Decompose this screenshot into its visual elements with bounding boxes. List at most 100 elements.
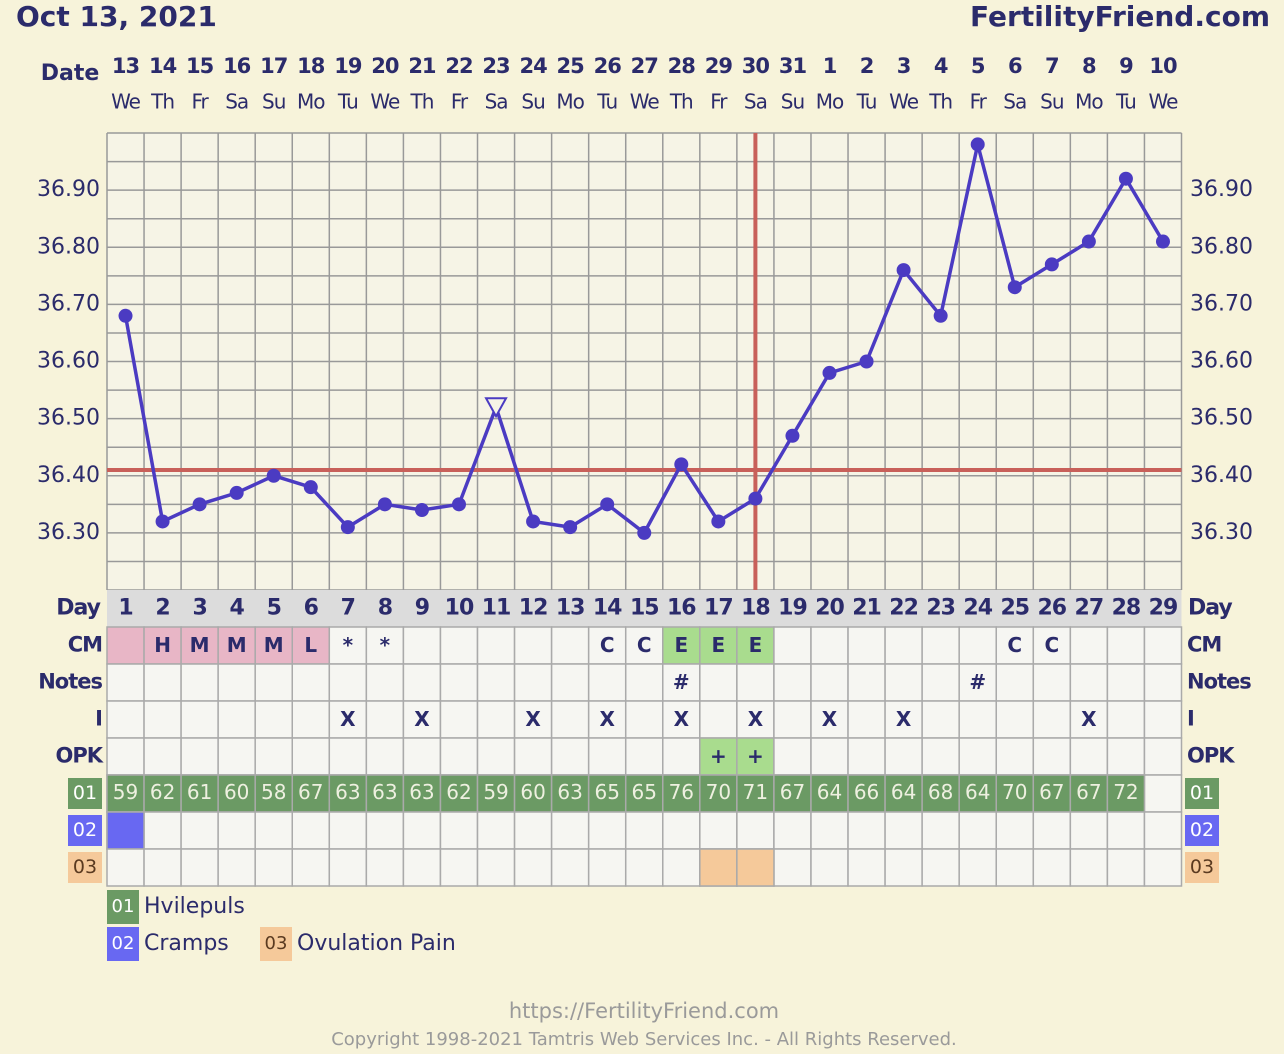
code: 03: [73, 856, 97, 878]
code-right: 03: [1190, 856, 1214, 878]
symptom-value: 60: [224, 780, 249, 804]
cell: [328, 663, 368, 702]
temperature-point: [933, 308, 948, 323]
temperature-point: [266, 468, 281, 483]
symptom-value: 65: [632, 780, 657, 804]
cell: [699, 811, 738, 850]
cell: [513, 811, 553, 850]
date: 5: [971, 54, 985, 78]
y-tick-label: 36.60: [37, 349, 100, 374]
cell: [587, 663, 627, 702]
temperature-point: [229, 485, 244, 500]
cell: [143, 700, 182, 739]
date: 24: [519, 54, 547, 78]
cell: [550, 700, 590, 739]
day-number: 4: [230, 596, 245, 621]
symptom-value: 70: [706, 780, 731, 804]
cell: [1143, 848, 1183, 887]
cell: [439, 737, 479, 776]
temperature-point: [1081, 234, 1096, 249]
day-number: 20: [815, 596, 844, 621]
symptom-cell: [106, 774, 145, 813]
cell: [217, 737, 256, 776]
cell: [1069, 848, 1109, 887]
cell-text: X: [748, 707, 764, 731]
symptom-value: 59: [113, 780, 138, 804]
cell: [921, 737, 960, 776]
cell: [773, 737, 812, 776]
cell: [884, 848, 923, 887]
cell-text: +: [747, 744, 764, 768]
temperature-point: [563, 520, 578, 535]
cell: [328, 626, 368, 665]
cell: [476, 700, 516, 739]
y-tick-label: 36.30: [37, 520, 100, 545]
cell: [254, 848, 294, 887]
cell: [1143, 774, 1183, 813]
day-number: 23: [926, 596, 955, 621]
weekday: Fr: [970, 90, 988, 114]
cell: [662, 848, 701, 887]
cell: [291, 700, 331, 739]
cell: [402, 663, 442, 702]
cell-text: C: [1044, 633, 1059, 657]
cell: [291, 737, 331, 776]
cell: [810, 848, 849, 887]
cell: [847, 848, 886, 887]
temperature-point: [822, 365, 837, 380]
day-number: 22: [889, 596, 918, 621]
date: 23: [482, 54, 509, 78]
date: 1: [823, 54, 837, 78]
cell-text: X: [822, 707, 838, 731]
cell: [587, 848, 627, 887]
cell: [106, 700, 145, 739]
cell-text: E: [749, 633, 763, 657]
day-number: 12: [519, 596, 548, 621]
date: 21: [408, 54, 436, 78]
cell: [995, 848, 1035, 887]
symptom-value: 63: [409, 780, 434, 804]
cell: [365, 700, 405, 739]
cell: [736, 663, 775, 702]
row-label-right: Notes: [1187, 670, 1251, 694]
cell: [1032, 737, 1072, 776]
code-box: [68, 852, 102, 883]
legend-label: Cramps: [144, 931, 229, 956]
cell: [402, 848, 442, 887]
day-number: 11: [482, 596, 511, 621]
cell: [402, 626, 442, 665]
cell: [550, 811, 590, 850]
weekday: Fr: [710, 90, 728, 114]
cell: [958, 626, 997, 665]
cell: [143, 626, 182, 665]
cell: [1143, 663, 1183, 702]
day-number: 15: [630, 596, 659, 621]
cell: [624, 663, 664, 702]
cell: [143, 663, 182, 702]
y-tick-label: 36.50: [37, 406, 100, 431]
symptom-value: 63: [372, 780, 397, 804]
symptom-value: 64: [817, 780, 842, 804]
cell: [513, 626, 553, 665]
cell: [884, 700, 923, 739]
weekday: Su: [262, 90, 285, 114]
cell: [1143, 700, 1183, 739]
cell-text: E: [712, 633, 726, 657]
cell-text: X: [525, 707, 541, 731]
cell: [662, 737, 701, 776]
cell: [180, 848, 219, 887]
day-number: 17: [704, 596, 733, 621]
day-number: 6: [304, 596, 319, 621]
cell: [402, 700, 442, 739]
symptom-cell: [1106, 774, 1146, 813]
cell: [254, 626, 294, 665]
temperature-point: [377, 497, 392, 512]
weekday: Sa: [744, 90, 767, 114]
weekday: Th: [150, 90, 174, 114]
symptom-cell: [513, 774, 553, 813]
y-tick-label-right: 36.70: [1190, 291, 1253, 316]
day-label-right: Day: [1188, 596, 1232, 621]
weekday: Th: [409, 90, 433, 114]
day-number: 24: [963, 596, 992, 621]
symptom-value: 63: [335, 780, 360, 804]
